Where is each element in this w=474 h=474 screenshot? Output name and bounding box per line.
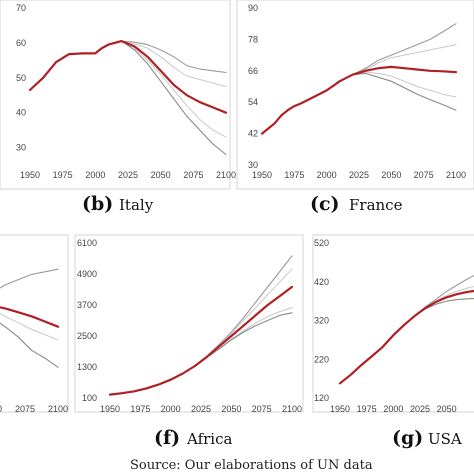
x-tick-label: 1975	[284, 170, 304, 180]
caption-name-b: Italy	[119, 196, 154, 214]
panel-italy: 30 40 50 60 70 1950 1975 2000 2025 2050 2075 2100	[0, 0, 236, 190]
series-line-upper	[194, 255, 293, 367]
x-tick-label: 1975	[357, 404, 377, 414]
x-tick-label: 1950	[100, 404, 120, 414]
x-tick-label: 2000	[161, 404, 181, 414]
y-tick-label: 60	[16, 38, 26, 48]
series-line-lower	[414, 298, 474, 317]
x-tick-label: 1975	[53, 170, 73, 180]
caption-name-g: USA	[428, 430, 462, 448]
y-tick-label: 66	[248, 66, 258, 76]
y-tick-label: 2500	[77, 331, 97, 341]
y-tick-label: 120	[314, 393, 329, 403]
y-tick-label: 420	[314, 277, 329, 287]
x-tick-label: 2050	[381, 170, 401, 180]
x-tick-label: 2100	[282, 404, 302, 414]
series-line-mid	[0, 313, 59, 341]
panel-france: 30 42 54 66 78 90 1950 1975 2000 2025 2050 2075 2100	[236, 0, 474, 190]
series-line-central	[108, 285, 294, 396]
chart-frame-f	[74, 234, 304, 413]
y-tick-label: 40	[16, 108, 26, 118]
x-tick-label: 1950	[330, 404, 350, 414]
x-tick-label: 2100	[446, 170, 466, 180]
chart-frame-b	[0, 0, 231, 190]
series-line-lower	[120, 40, 227, 156]
y-tick-label: 1300	[77, 362, 97, 372]
panel-partial-left: 2050 2075 2100	[0, 234, 69, 414]
x-tick-label: 2050	[437, 404, 457, 414]
x-tick-label: 2075	[183, 170, 203, 180]
x-tick-label: 2050	[0, 404, 2, 414]
x-tick-label: 2075	[15, 404, 35, 414]
y-tick-label: 90	[248, 3, 258, 13]
x-tick-label: 2000	[85, 170, 105, 180]
y-tick-label: 4900	[77, 269, 97, 279]
series-line-mid	[121, 40, 227, 87]
x-tick-label: 2025	[410, 404, 430, 414]
series-line-central	[338, 289, 474, 385]
y-tick-label: 70	[16, 3, 26, 13]
y-tick-label: 520	[314, 238, 329, 248]
y-tick-label: 78	[248, 34, 258, 44]
x-tick-label: 2025	[118, 170, 138, 180]
y-tick-label: 30	[16, 143, 26, 153]
series-line-central	[0, 306, 60, 328]
series-line-mid	[352, 71, 457, 98]
x-tick-label: 2050	[221, 404, 241, 414]
caption-letter-f: (f)	[154, 427, 180, 449]
y-tick-label: 320	[314, 316, 329, 326]
caption-letter-c: (c)	[310, 193, 340, 215]
y-tick-label: 42	[248, 129, 258, 139]
x-tick-label: 1975	[130, 404, 150, 414]
x-tick-label: 2000	[317, 170, 337, 180]
series-line-upper	[0, 268, 59, 289]
x-tick-label: 1950	[20, 170, 40, 180]
y-tick-label: 50	[16, 73, 26, 83]
caption-name-f: Africa	[186, 430, 232, 448]
chart-frame-e	[0, 234, 69, 413]
series-line-lower	[0, 322, 59, 368]
y-tick-label: 30	[248, 160, 258, 170]
y-tick-label: 220	[314, 354, 329, 364]
x-tick-label: 2075	[252, 404, 272, 414]
x-tick-label: 1950	[252, 170, 272, 180]
y-tick-label: 100	[82, 393, 97, 403]
series-line-central	[260, 65, 458, 135]
x-tick-label: 2050	[151, 170, 171, 180]
x-tick-label: 2100	[48, 404, 68, 414]
x-tick-label: 2000	[383, 404, 403, 414]
series-line-mid	[121, 40, 227, 138]
series-line-mid	[352, 44, 457, 76]
panel-usa: 120 220 320 420 520 1950 1975 2000 2025 2050	[312, 234, 474, 414]
x-tick-label: 2100	[216, 170, 236, 180]
y-tick-label: 6100	[77, 238, 97, 248]
series-line-lower	[351, 72, 457, 111]
panel-africa: 100 1300 2500 3700 4900 6100 1950 1975 2000 2025 2…	[74, 234, 304, 414]
series-line-central	[28, 40, 228, 114]
caption-name-c: France	[349, 196, 403, 214]
chart-frame-c	[236, 0, 474, 190]
chart-frame-g	[312, 234, 474, 413]
y-tick-label: 54	[248, 97, 258, 107]
x-tick-label: 2025	[349, 170, 369, 180]
x-tick-label: 2025	[191, 404, 211, 414]
caption-letter-b: (b)	[82, 193, 113, 215]
series-line-upper	[351, 23, 457, 76]
caption-letter-g: (g)	[392, 427, 423, 449]
series-line-upper	[414, 274, 474, 317]
x-tick-label: 2075	[414, 170, 434, 180]
series-line-upper	[120, 40, 227, 74]
y-tick-label: 3700	[77, 300, 97, 310]
source-note: Source: Our elaborations of UN data	[130, 458, 373, 473]
